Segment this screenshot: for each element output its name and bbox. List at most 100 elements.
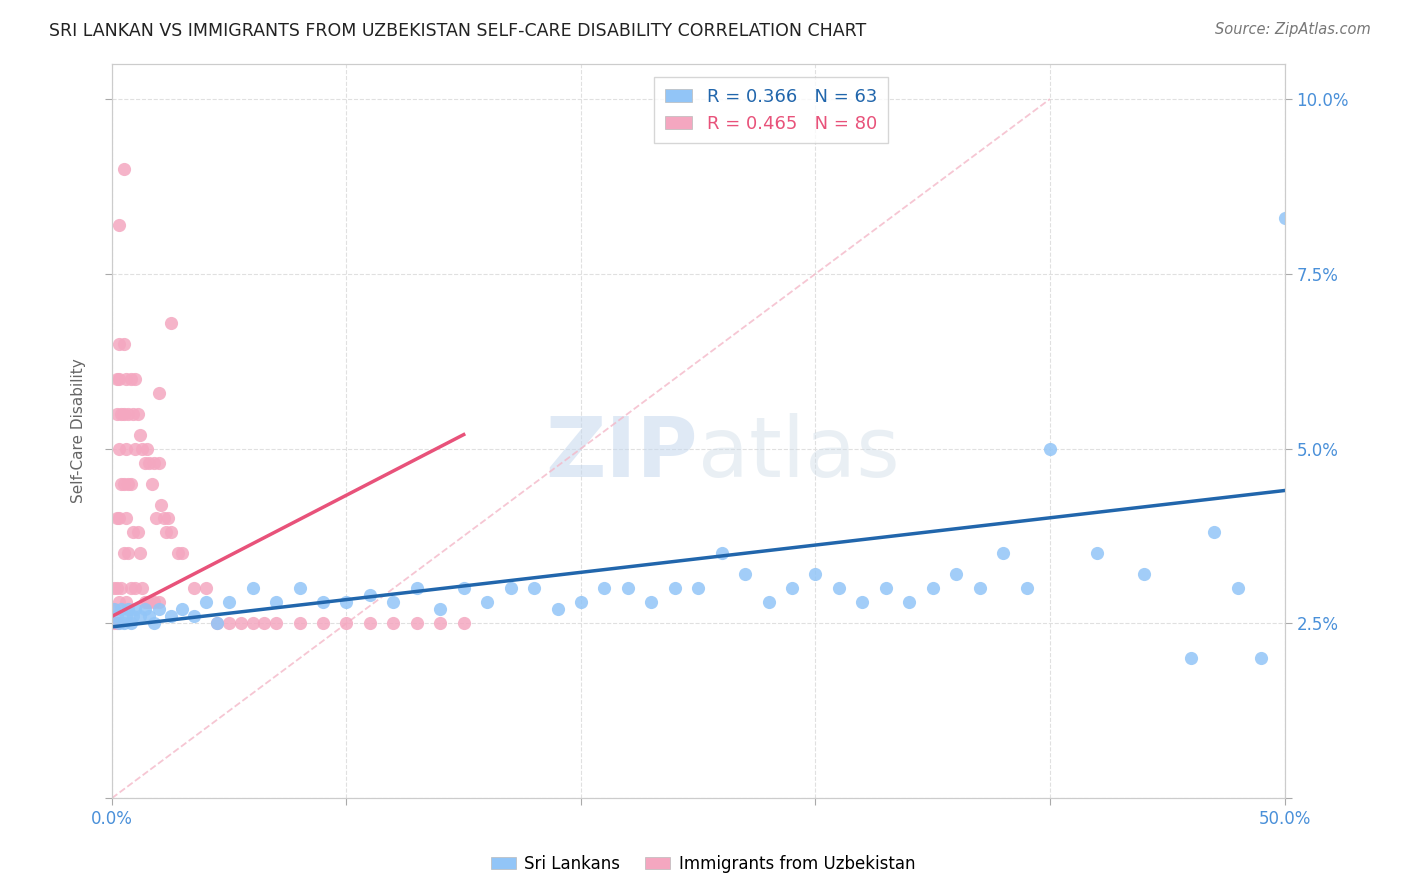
Point	[120, 476, 142, 491]
Point	[112, 546, 135, 560]
Point	[969, 582, 991, 596]
Point	[105, 609, 128, 624]
Point	[264, 595, 287, 609]
Point	[405, 582, 427, 596]
Point	[150, 498, 173, 512]
Point	[242, 616, 264, 631]
Point	[136, 595, 159, 609]
Point	[640, 595, 662, 609]
Point	[112, 616, 135, 631]
Point	[103, 616, 125, 631]
Point	[229, 616, 252, 631]
Point	[143, 456, 166, 470]
Point	[112, 407, 135, 421]
Point	[183, 582, 205, 596]
Point	[145, 511, 167, 525]
Point	[112, 476, 135, 491]
Point	[108, 372, 131, 386]
Point	[124, 372, 146, 386]
Point	[945, 567, 967, 582]
Point	[207, 616, 229, 631]
Point	[143, 595, 166, 609]
Point	[115, 609, 138, 624]
Point	[103, 602, 125, 616]
Point	[148, 595, 170, 609]
Point	[253, 616, 276, 631]
Point	[122, 525, 145, 540]
Point	[134, 595, 156, 609]
Point	[129, 546, 152, 560]
Point	[335, 616, 357, 631]
Point	[734, 567, 756, 582]
Point	[593, 582, 616, 596]
Point	[159, 316, 181, 330]
Legend: Sri Lankans, Immigrants from Uzbekistan: Sri Lankans, Immigrants from Uzbekistan	[484, 848, 922, 880]
Point	[108, 595, 131, 609]
Point	[108, 616, 131, 631]
Text: ZIP: ZIP	[546, 413, 699, 493]
Point	[120, 372, 142, 386]
Point	[105, 616, 128, 631]
Point	[110, 476, 132, 491]
Point	[129, 427, 152, 442]
Point	[115, 442, 138, 456]
Point	[312, 595, 335, 609]
Point	[120, 616, 142, 631]
Point	[382, 595, 405, 609]
Point	[405, 616, 427, 631]
Point	[159, 609, 181, 624]
Point	[359, 616, 381, 631]
Point	[499, 582, 522, 596]
Point	[1039, 442, 1062, 456]
Point	[159, 525, 181, 540]
Point	[1133, 567, 1156, 582]
Point	[218, 595, 240, 609]
Point	[122, 609, 145, 624]
Point	[828, 582, 851, 596]
Point	[172, 546, 194, 560]
Y-axis label: Self-Care Disability: Self-Care Disability	[72, 359, 86, 503]
Point	[110, 407, 132, 421]
Point	[136, 442, 159, 456]
Point	[124, 602, 146, 616]
Point	[183, 609, 205, 624]
Point	[1274, 211, 1296, 225]
Point	[194, 582, 217, 596]
Point	[312, 616, 335, 631]
Point	[335, 595, 357, 609]
Point	[105, 372, 128, 386]
Point	[108, 442, 131, 456]
Point	[207, 616, 229, 631]
Point	[138, 456, 160, 470]
Point	[1250, 651, 1272, 665]
Point	[108, 218, 131, 232]
Point	[851, 595, 873, 609]
Point	[218, 616, 240, 631]
Point	[131, 442, 153, 456]
Point	[112, 336, 135, 351]
Point	[688, 582, 710, 596]
Point	[110, 602, 132, 616]
Point	[664, 582, 686, 596]
Point	[117, 407, 139, 421]
Point	[780, 582, 803, 596]
Point	[523, 582, 546, 596]
Point	[112, 161, 135, 176]
Point	[264, 616, 287, 631]
Point	[1085, 546, 1108, 560]
Point	[429, 616, 451, 631]
Point	[1204, 525, 1226, 540]
Point	[617, 582, 640, 596]
Legend: R = 0.366   N = 63, R = 0.465   N = 80: R = 0.366 N = 63, R = 0.465 N = 80	[654, 77, 889, 144]
Point	[157, 511, 180, 525]
Point	[117, 546, 139, 560]
Point	[898, 595, 921, 609]
Point	[804, 567, 827, 582]
Point	[105, 582, 128, 596]
Point	[127, 525, 149, 540]
Point	[155, 525, 177, 540]
Point	[166, 546, 188, 560]
Point	[172, 602, 194, 616]
Point	[115, 511, 138, 525]
Point	[453, 616, 475, 631]
